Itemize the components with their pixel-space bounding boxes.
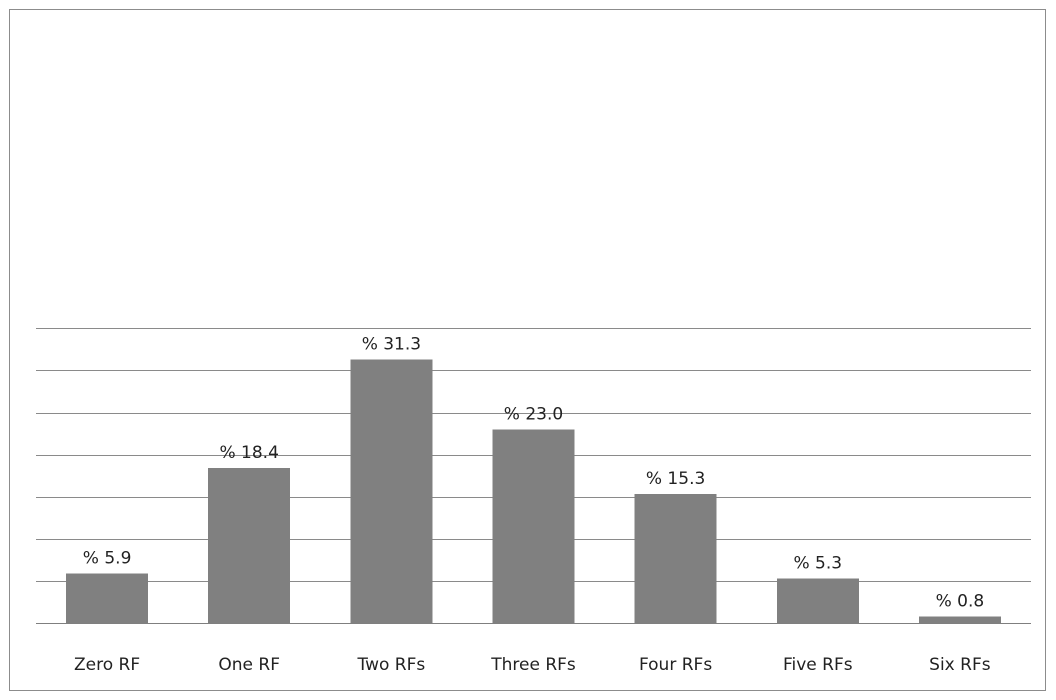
bar-six-rfs <box>918 616 1001 623</box>
bar-five-rfs <box>776 578 859 623</box>
bar-chart: % 5.9% 18.4% 31.3% 23.0% 15.3% 5.3% 0.8 … <box>36 328 1031 675</box>
bar-zero-rf <box>66 573 149 623</box>
bar-one-rf <box>208 468 291 623</box>
x-tick-label: Six RFs <box>929 655 991 675</box>
data-labels: % 5.9 % 18.4 % 31.3 % 23.0 % 15.3 % 5.3 % 0.8 <box>83 335 984 612</box>
x-tick-label: One RF <box>218 655 280 675</box>
x-tick-label: Three RFs <box>490 655 576 675</box>
x-tick-label: Zero RF <box>74 655 140 675</box>
data-label: % 31.3 <box>362 335 421 355</box>
data-label: % 5.3 <box>794 553 843 573</box>
data-label: % 5.9 <box>83 548 132 568</box>
data-label: % 18.4 <box>219 443 278 463</box>
x-tick-label: Four RFs <box>639 655 712 675</box>
bar-four-rfs <box>634 494 717 623</box>
bars <box>66 359 1001 623</box>
data-label: % 23.0 <box>504 404 563 424</box>
x-axis-tick-labels: Zero RF One RF Two RFs Three RFs Four RFs Fiv… <box>74 655 991 675</box>
x-tick-label: Two RFs <box>357 655 426 675</box>
bar-two-rfs <box>350 359 433 623</box>
data-label: % 15.3 <box>646 469 705 489</box>
x-tick-label: Five RFs <box>783 655 853 675</box>
data-label: % 0.8 <box>936 591 985 611</box>
chart-frame: % 5.9% 18.4% 31.3% 23.0% 15.3% 5.3% 0.8 … <box>9 9 1046 691</box>
bar-three-rfs <box>492 429 575 623</box>
